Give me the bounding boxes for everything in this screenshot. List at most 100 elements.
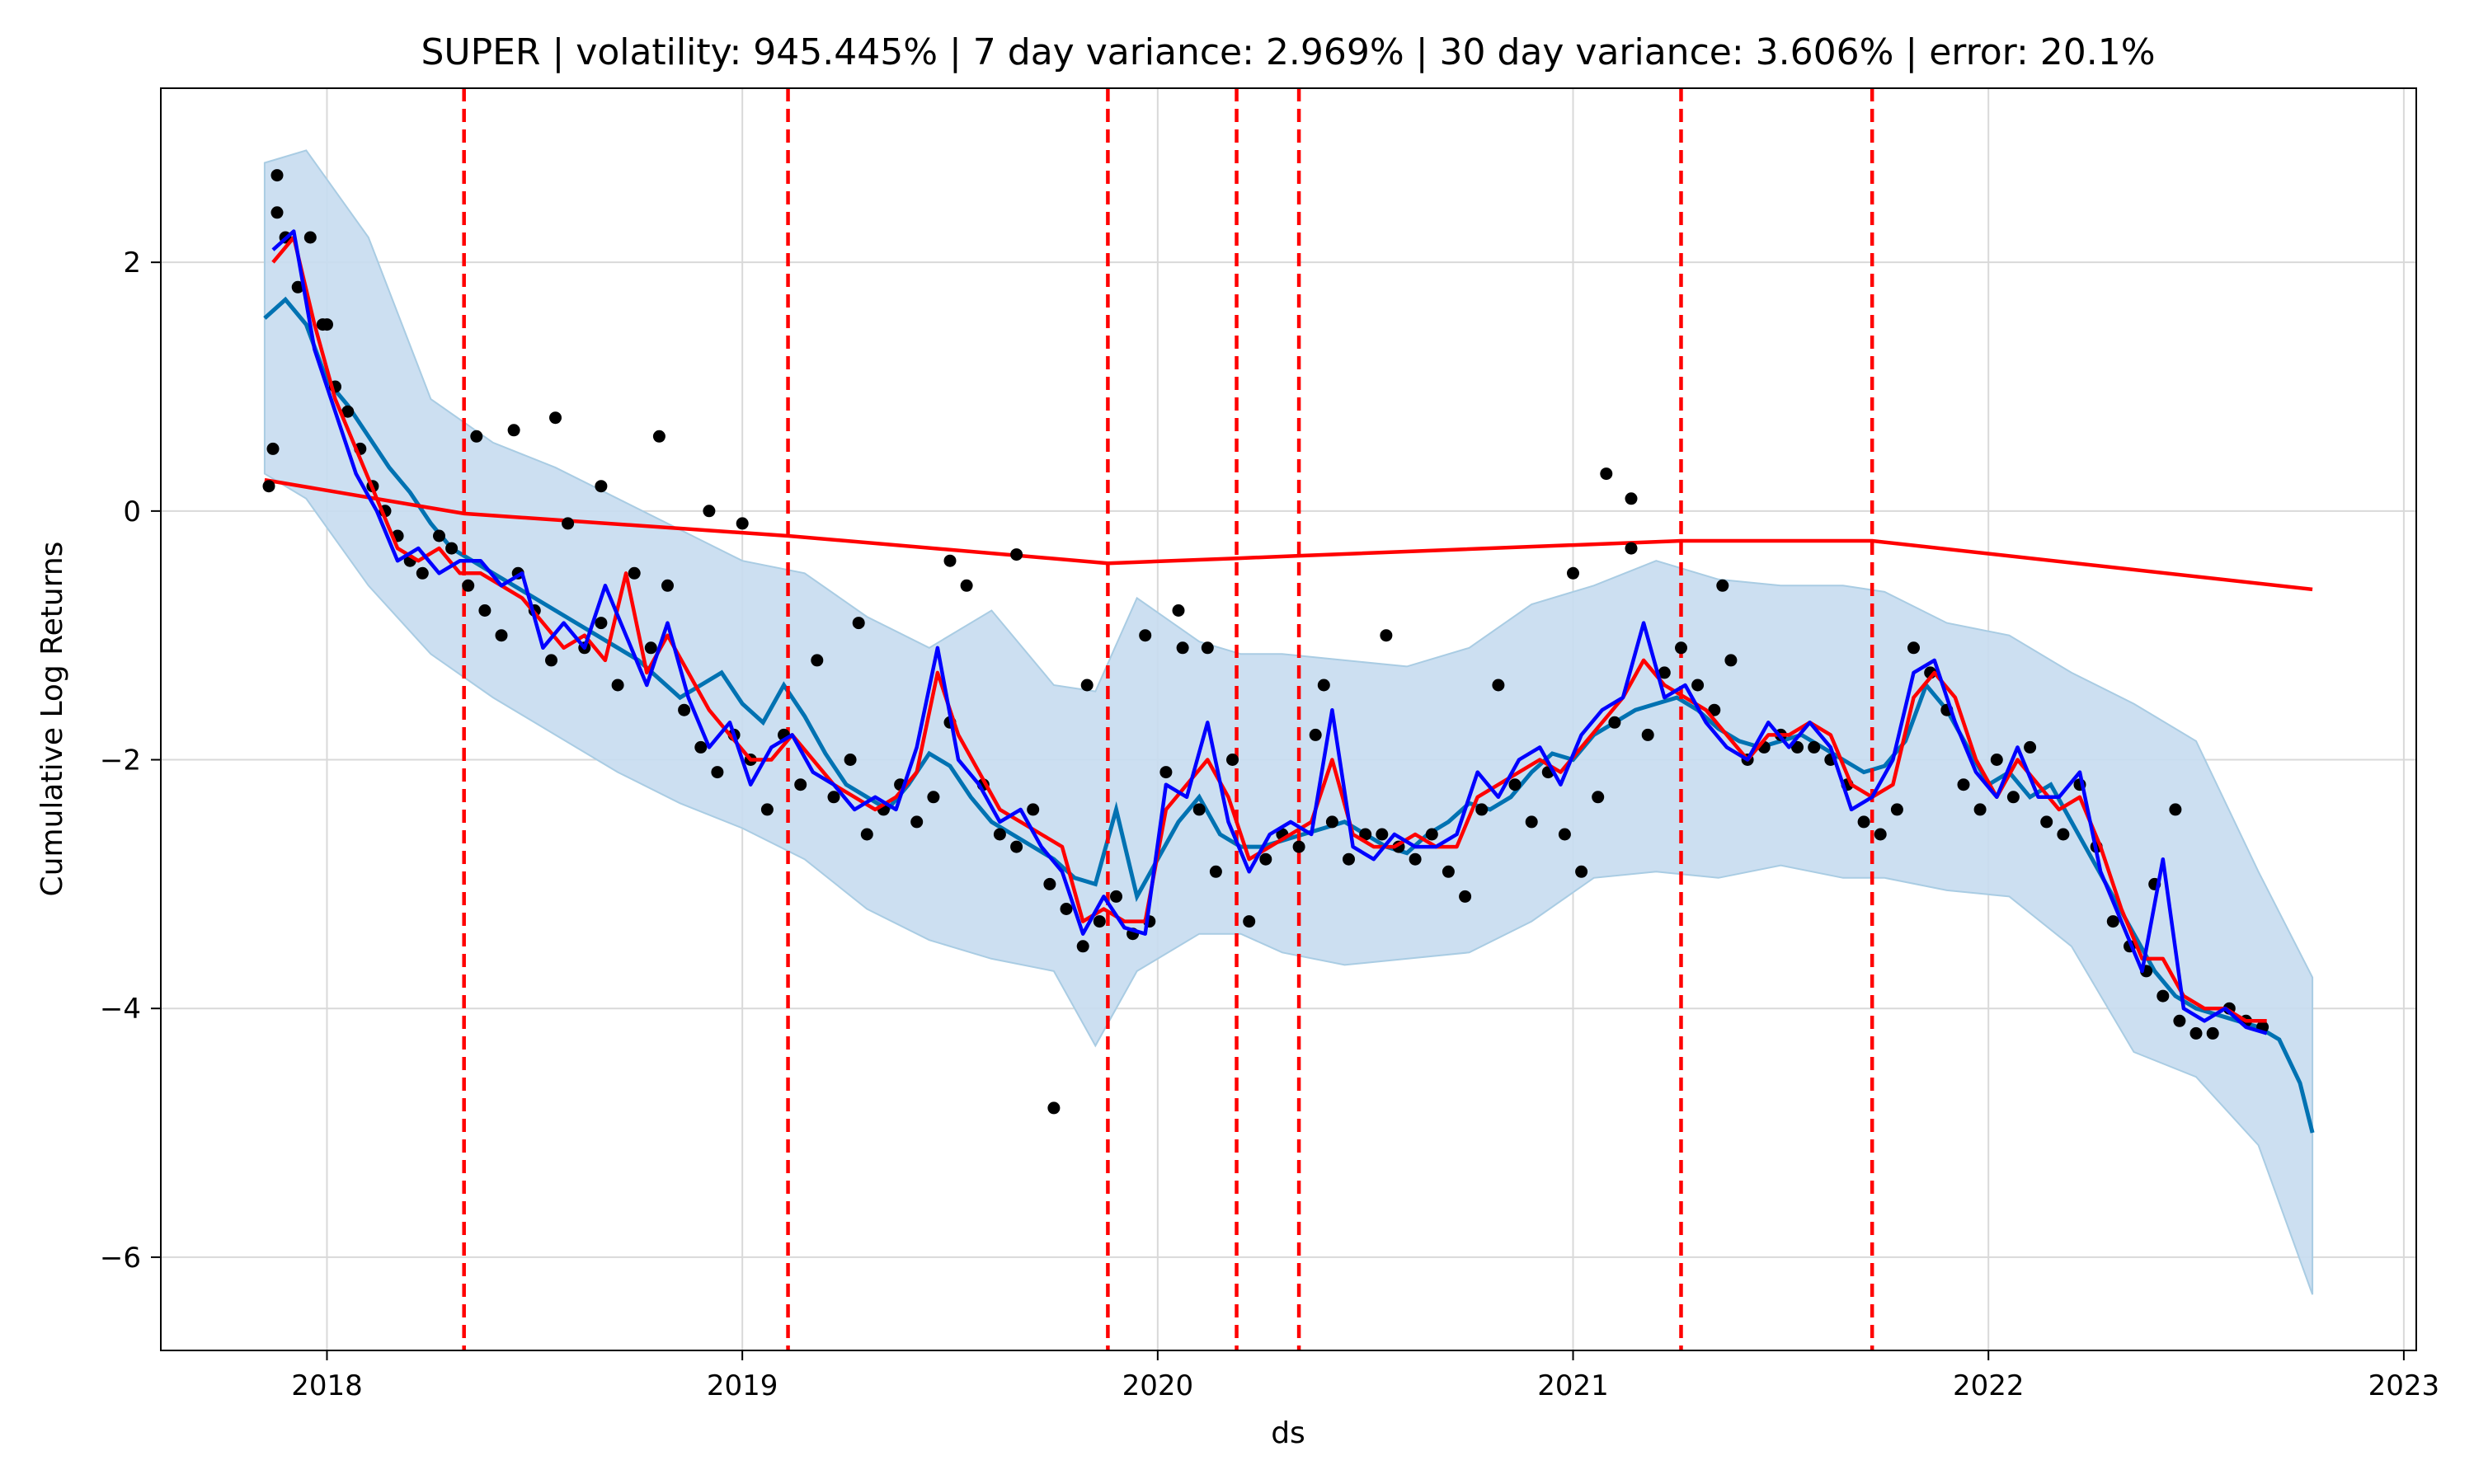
observed-point: [1010, 548, 1023, 561]
observed-point: [595, 617, 608, 630]
observed-point: [1309, 728, 1322, 741]
observed-point: [1243, 915, 1256, 928]
observed-point: [611, 679, 624, 692]
observed-point: [445, 542, 459, 555]
observed-point: [736, 517, 749, 530]
observed-point: [1259, 852, 1272, 866]
observed-point: [1874, 828, 1887, 841]
observed-point: [1176, 641, 1189, 655]
observed-point: [1957, 778, 1970, 791]
observed-point: [1409, 852, 1422, 866]
uncertainty-band: [263, 149, 2314, 1295]
observed-point: [661, 579, 674, 592]
observed-point: [321, 318, 333, 331]
observed-point: [1226, 754, 1239, 766]
observed-point: [507, 424, 520, 437]
observed-point: [1325, 815, 1338, 829]
observed-point: [1907, 641, 1920, 655]
observed-point: [1890, 803, 1903, 816]
series-line: [271, 229, 2268, 1036]
observed-point: [1380, 629, 1393, 642]
observed-point: [1724, 654, 1738, 667]
observed-point: [1139, 629, 1152, 642]
observed-point: [1592, 791, 1605, 804]
observed-point: [1608, 716, 1621, 729]
observed-point: [960, 579, 973, 592]
observed-point: [1292, 840, 1305, 853]
observed-point: [993, 828, 1006, 841]
observed-point: [927, 791, 940, 804]
y-tick-label: −4: [100, 993, 141, 1026]
observed-point: [1525, 815, 1538, 829]
y-tick-label: −2: [100, 744, 141, 777]
moving-average-series: [271, 229, 2268, 1036]
x-tick-label: 2019: [707, 1369, 778, 1402]
observed-point: [478, 604, 492, 617]
observed-point: [1093, 915, 1106, 928]
y-axis-label: Cumulative Log Returns: [35, 542, 69, 897]
x-tick-label: 2023: [2368, 1369, 2440, 1402]
observed-point: [1691, 679, 1705, 692]
observed-point: [1442, 865, 1455, 878]
observed-point: [291, 280, 304, 294]
observed-point: [1492, 679, 1505, 692]
observed-point: [711, 766, 724, 779]
observed-point: [595, 480, 608, 493]
observed-point: [1047, 1101, 1061, 1115]
observed-point: [2169, 803, 2182, 816]
observed-point: [652, 430, 666, 443]
observed-point: [433, 529, 445, 542]
observed-point: [1376, 828, 1389, 841]
observed-point: [266, 442, 280, 455]
observed-point: [341, 405, 355, 418]
observed-point: [1973, 803, 1987, 816]
observed-point: [860, 828, 873, 841]
observed-point: [2040, 815, 2053, 829]
observed-point: [1043, 877, 1056, 890]
observed-point: [1567, 566, 1579, 580]
changepoints: [462, 88, 1874, 1350]
observed-point: [1708, 703, 1721, 716]
observed-point: [545, 654, 557, 667]
x-axis-label: ds: [1271, 1416, 1305, 1450]
observed-point: [811, 654, 824, 667]
observed-point: [703, 505, 716, 518]
observed-point: [1159, 766, 1173, 779]
observed-point: [910, 815, 924, 829]
observed-point: [1459, 890, 1472, 903]
observed-point: [1508, 778, 1522, 791]
observed-point: [1625, 542, 1638, 555]
observed-point: [1110, 890, 1122, 903]
observed-point: [760, 803, 774, 816]
plot-frame: [160, 87, 2417, 1351]
observed-point: [1172, 604, 1185, 617]
observed-point: [1641, 728, 1654, 741]
observed-point: [1475, 803, 1489, 816]
observed-point: [1857, 815, 1870, 829]
observed-point: [2189, 1026, 2203, 1040]
x-tick-label: 2022: [1953, 1369, 2025, 1402]
observed-point: [2106, 915, 2119, 928]
observed-point: [1716, 579, 1729, 592]
observed-point: [470, 430, 483, 443]
series-line: [271, 235, 2267, 1023]
observed-point: [1201, 641, 1214, 655]
observed-point: [2057, 828, 2070, 841]
observed-point: [2006, 791, 2020, 804]
observed-point: [644, 641, 657, 655]
observed-point: [2157, 989, 2170, 1003]
observed-point: [1010, 840, 1023, 853]
observed-point: [852, 617, 865, 630]
observed-point: [844, 754, 857, 766]
observed-point: [2024, 740, 2037, 754]
observed-point: [1359, 828, 1372, 841]
observed-point: [549, 411, 562, 425]
observed-point: [462, 579, 475, 592]
observed-point: [827, 791, 840, 804]
observed-point: [943, 554, 957, 567]
x-axis-ticks: 2018 2019 2020 2021 2022 2023: [291, 1350, 2439, 1402]
observed-point: [1060, 903, 1073, 915]
observed-points: [262, 169, 2269, 1115]
observed-point: [1990, 754, 2003, 766]
y-tick-label: 0: [123, 495, 141, 528]
